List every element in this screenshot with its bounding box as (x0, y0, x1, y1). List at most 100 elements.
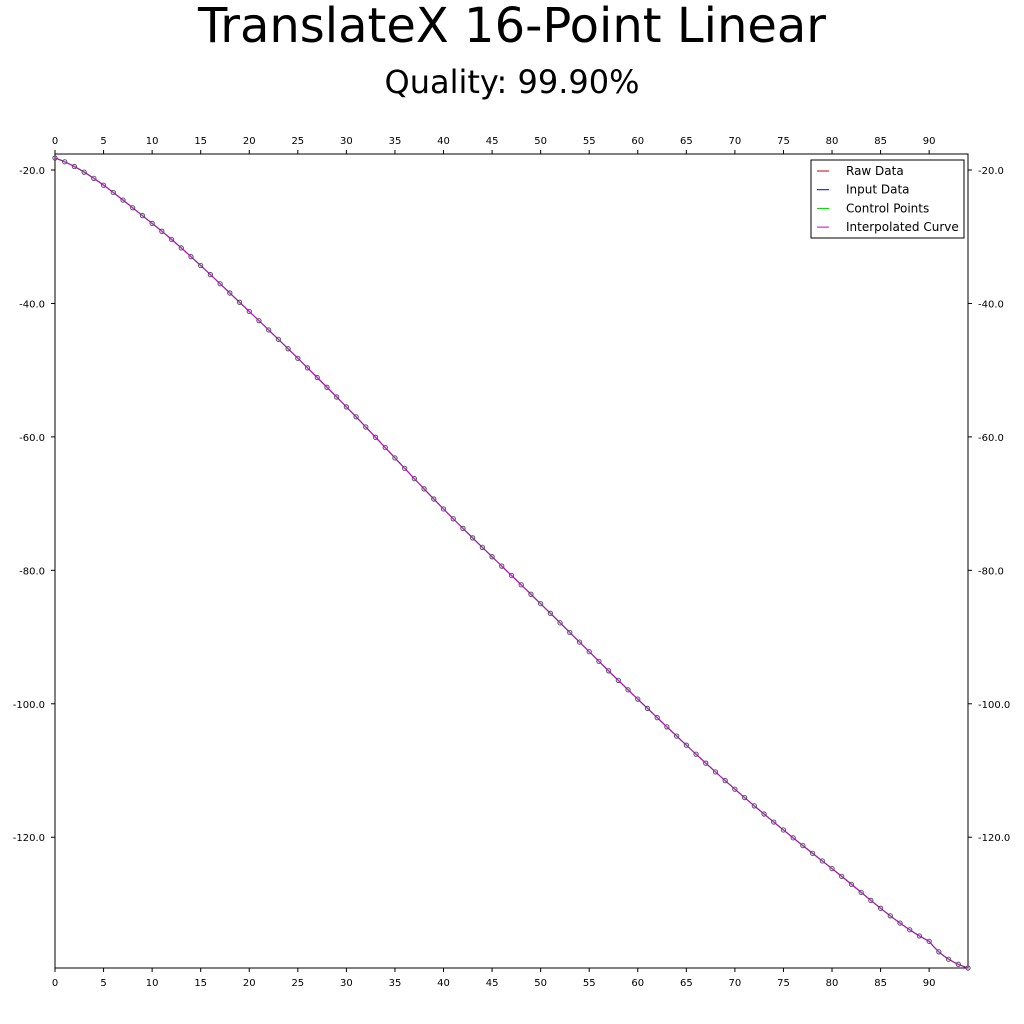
curve-point (470, 535, 476, 541)
curve-point (897, 920, 903, 926)
y-tick-label-left: -60.0 (19, 433, 45, 444)
curve-point (392, 455, 398, 461)
curve-point (52, 155, 58, 161)
curve-point (266, 327, 272, 333)
curve-point (120, 197, 126, 203)
x-tick-label-top: 30 (340, 136, 353, 147)
y-tick-label-left: -100.0 (13, 700, 45, 711)
x-tick-label-bottom: 85 (874, 978, 887, 989)
x-tick-label-bottom: 40 (437, 978, 450, 989)
curve-point (110, 189, 116, 196)
curve-point (372, 434, 379, 440)
legend-entry: Raw Data (846, 164, 904, 178)
legend: Raw Data Input Data Control Points Interpol… (810, 159, 965, 239)
curve-point (528, 591, 534, 597)
x-tick-label-bottom: 75 (777, 978, 790, 989)
y-tick-label-right: -120.0 (978, 833, 1010, 844)
curve-point (868, 897, 874, 903)
curve-point (557, 620, 563, 626)
curve-point (334, 394, 340, 400)
legend-box (810, 159, 965, 239)
x-tick-label-top: 85 (874, 136, 887, 147)
curve-point (236, 299, 243, 305)
x-tick-label-top: 35 (389, 136, 402, 147)
curve-point (936, 949, 942, 955)
curve-point (198, 262, 204, 269)
curve-point (683, 742, 689, 748)
curve-point (965, 965, 971, 971)
curve-point (615, 677, 621, 683)
curve-point (567, 629, 573, 636)
x-tick-label-top: 50 (534, 136, 547, 147)
curve-point (285, 346, 291, 352)
plot-frame (54, 153, 969, 969)
curve-point (411, 476, 417, 482)
x-tick-label-bottom: 10 (146, 978, 159, 989)
curve-point (606, 668, 612, 674)
axes-layer: 0055101015152020252530303535404045455050… (13, 136, 1011, 989)
curve-point (130, 205, 136, 211)
x-tick-label-bottom: 90 (923, 978, 936, 989)
curve-point (761, 811, 767, 817)
x-tick-label-bottom: 55 (583, 978, 596, 989)
curve-point (499, 563, 505, 569)
curve-point (246, 308, 252, 315)
curve-point (839, 873, 845, 879)
x-tick-label-bottom: 25 (291, 978, 304, 989)
curve-point (71, 163, 78, 170)
curve-point (945, 956, 952, 962)
y-tick-label-left: -80.0 (19, 566, 45, 577)
curve-point (353, 414, 359, 420)
curve-point (227, 290, 233, 296)
curve-point (829, 865, 835, 872)
curve-point (732, 786, 738, 792)
x-tick-label-bottom: 5 (100, 978, 106, 989)
x-tick-label-bottom: 70 (729, 978, 742, 989)
curve-point (858, 889, 864, 895)
curve-point (100, 182, 107, 188)
curve-point (217, 281, 223, 287)
y-tick-label-right: -40.0 (978, 299, 1004, 310)
curve-point (538, 601, 544, 607)
chart-title: TranslateX 16-Point Linear (197, 0, 827, 54)
curve-point (907, 927, 913, 933)
x-tick-label-top: 10 (146, 136, 159, 147)
curve-point (440, 506, 447, 512)
x-tick-label-bottom: 80 (826, 978, 839, 989)
series-layer (52, 155, 971, 971)
curve-point (916, 933, 923, 939)
x-tick-label-top: 20 (243, 136, 256, 147)
x-tick-label-bottom: 15 (194, 978, 207, 989)
x-tick-label-bottom: 35 (389, 978, 402, 989)
curve-point (431, 496, 437, 502)
x-tick-label-top: 0 (52, 136, 58, 147)
x-tick-label-top: 25 (291, 136, 304, 147)
curve-point (275, 336, 281, 342)
curve-point (780, 827, 787, 833)
curve-point (712, 769, 719, 775)
series-line-3 (54, 157, 969, 969)
curve-point (149, 220, 155, 226)
curve-point (751, 803, 757, 809)
y-tick-label-right: -60.0 (978, 433, 1004, 444)
curve-point (518, 582, 524, 588)
x-tick-label-top: 90 (923, 136, 936, 147)
x-tick-label-top: 60 (631, 136, 644, 147)
curve-point (596, 658, 602, 664)
curve-point (654, 715, 660, 721)
curve-point (809, 850, 816, 856)
curve-point (703, 760, 709, 766)
x-tick-label-bottom: 30 (340, 978, 353, 989)
curve-point (402, 465, 408, 471)
x-tick-label-top: 55 (583, 136, 596, 147)
curve-point (168, 236, 175, 243)
legend-entry: Input Data (846, 183, 910, 197)
curve-point (625, 687, 631, 693)
curve-point (800, 842, 806, 849)
y-tick-label-left: -120.0 (13, 833, 45, 844)
curve-point (771, 819, 777, 825)
curve-point (576, 639, 583, 645)
curve-point (742, 794, 748, 801)
curve-point (304, 365, 311, 371)
curve-point (722, 778, 728, 784)
